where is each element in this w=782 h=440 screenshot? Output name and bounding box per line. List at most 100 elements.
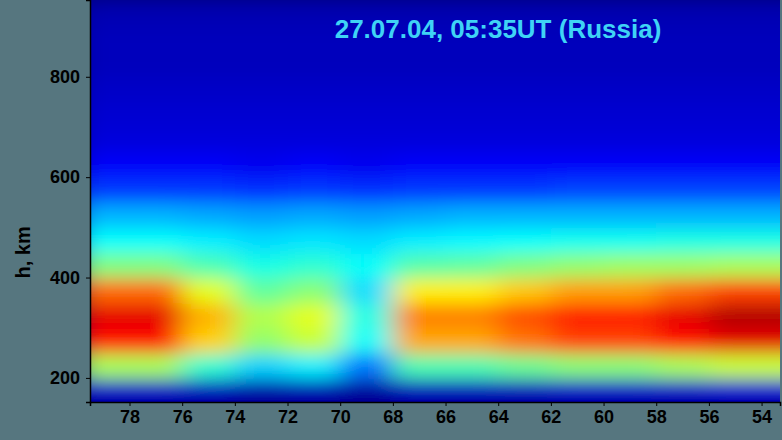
heat-cell xyxy=(288,278,342,304)
tick: 76 xyxy=(173,402,193,427)
tick-label: 56 xyxy=(699,407,719,427)
heat-cell xyxy=(709,227,763,253)
heat-cell xyxy=(393,303,447,329)
y-axis-title: h, km xyxy=(12,226,34,278)
heat-cell xyxy=(604,227,658,253)
heat-cell xyxy=(656,202,710,228)
heat-cell xyxy=(446,353,500,379)
heat-cell xyxy=(235,378,289,402)
heat-cell xyxy=(182,378,236,402)
background xyxy=(0,0,782,440)
heat-cell xyxy=(288,52,342,78)
heat-cell xyxy=(446,278,500,304)
heat-cell xyxy=(604,77,658,103)
heat-cell xyxy=(709,303,763,329)
heat-cell xyxy=(393,252,447,278)
heat-cell xyxy=(762,353,780,379)
heat-cell xyxy=(656,177,710,203)
heat-cell xyxy=(498,278,552,304)
tick-mark xyxy=(656,402,657,406)
heat-cell xyxy=(90,378,131,402)
heat-cell xyxy=(393,202,447,228)
heat-cell xyxy=(604,252,658,278)
heat-cell xyxy=(551,252,605,278)
heat-cell xyxy=(604,303,658,329)
heat-cell xyxy=(340,152,394,178)
heat-cell xyxy=(393,177,447,203)
heat-cell xyxy=(446,252,500,278)
tick-mark xyxy=(393,402,394,406)
heat-cell xyxy=(656,127,710,153)
heat-cell xyxy=(288,177,342,203)
heat-cell xyxy=(340,328,394,354)
tick: 70 xyxy=(331,402,351,427)
tick: 64 xyxy=(489,402,509,427)
heat-cell xyxy=(393,127,447,153)
heat-cell xyxy=(762,252,780,278)
heat-cell xyxy=(498,328,552,354)
tick: 54 xyxy=(752,402,772,427)
heat-cell xyxy=(130,27,184,53)
heat-cell xyxy=(446,127,500,153)
heat-cell xyxy=(762,2,780,28)
heat-cell xyxy=(340,278,394,304)
heat-cell xyxy=(130,52,184,78)
heat-cell xyxy=(182,2,236,28)
heat-cell xyxy=(90,177,131,203)
heat-cell xyxy=(709,252,763,278)
heat-cell xyxy=(551,127,605,153)
heat-cell xyxy=(762,202,780,228)
heat-cell xyxy=(709,202,763,228)
tick-mark xyxy=(86,77,90,78)
heat-cell xyxy=(656,227,710,253)
heat-cell xyxy=(551,278,605,304)
tick-label: 62 xyxy=(541,407,561,427)
heat-cell xyxy=(604,278,658,304)
heat-cell xyxy=(90,127,131,153)
tick: 600 xyxy=(50,167,90,187)
heat-cell xyxy=(498,378,552,402)
heat-cell xyxy=(498,177,552,203)
tick-label: 68 xyxy=(383,407,403,427)
heat-cell xyxy=(235,303,289,329)
heat-cell xyxy=(393,328,447,354)
heat-cell xyxy=(340,127,394,153)
heat-cell xyxy=(235,353,289,379)
heat-cell xyxy=(340,303,394,329)
heat-cell xyxy=(235,2,289,28)
tick-mark xyxy=(604,402,605,406)
tick-mark xyxy=(709,402,710,406)
heat-cell xyxy=(130,152,184,178)
heat-cell xyxy=(130,252,184,278)
tick: 78 xyxy=(120,402,140,427)
heat-cell xyxy=(130,278,184,304)
tick-mark xyxy=(182,402,183,406)
heat-cell xyxy=(235,77,289,103)
heat-cell xyxy=(656,252,710,278)
tick-mark xyxy=(235,402,236,406)
heat-cell xyxy=(446,328,500,354)
tick-mark xyxy=(130,402,131,406)
heat-cell xyxy=(340,52,394,78)
heat-cell xyxy=(130,303,184,329)
heat-cell xyxy=(709,353,763,379)
heat-cell xyxy=(498,127,552,153)
heat-cell xyxy=(235,127,289,153)
heat-cell xyxy=(130,227,184,253)
heat-cell xyxy=(393,52,447,78)
tick: 68 xyxy=(383,402,403,427)
heat-cell xyxy=(709,278,763,304)
heat-cell xyxy=(182,52,236,78)
heat-cell xyxy=(130,378,184,402)
heat-cell xyxy=(762,328,780,354)
heat-cell xyxy=(551,102,605,128)
tick-label: 200 xyxy=(50,368,80,388)
tick-label: 600 xyxy=(50,167,80,187)
heat-cell xyxy=(656,102,710,128)
heat-cell xyxy=(762,278,780,304)
heat-cell xyxy=(182,278,236,304)
heat-cell xyxy=(235,278,289,304)
heat-cell xyxy=(182,252,236,278)
tick-label: 74 xyxy=(225,407,245,427)
heat-cell xyxy=(340,378,394,402)
